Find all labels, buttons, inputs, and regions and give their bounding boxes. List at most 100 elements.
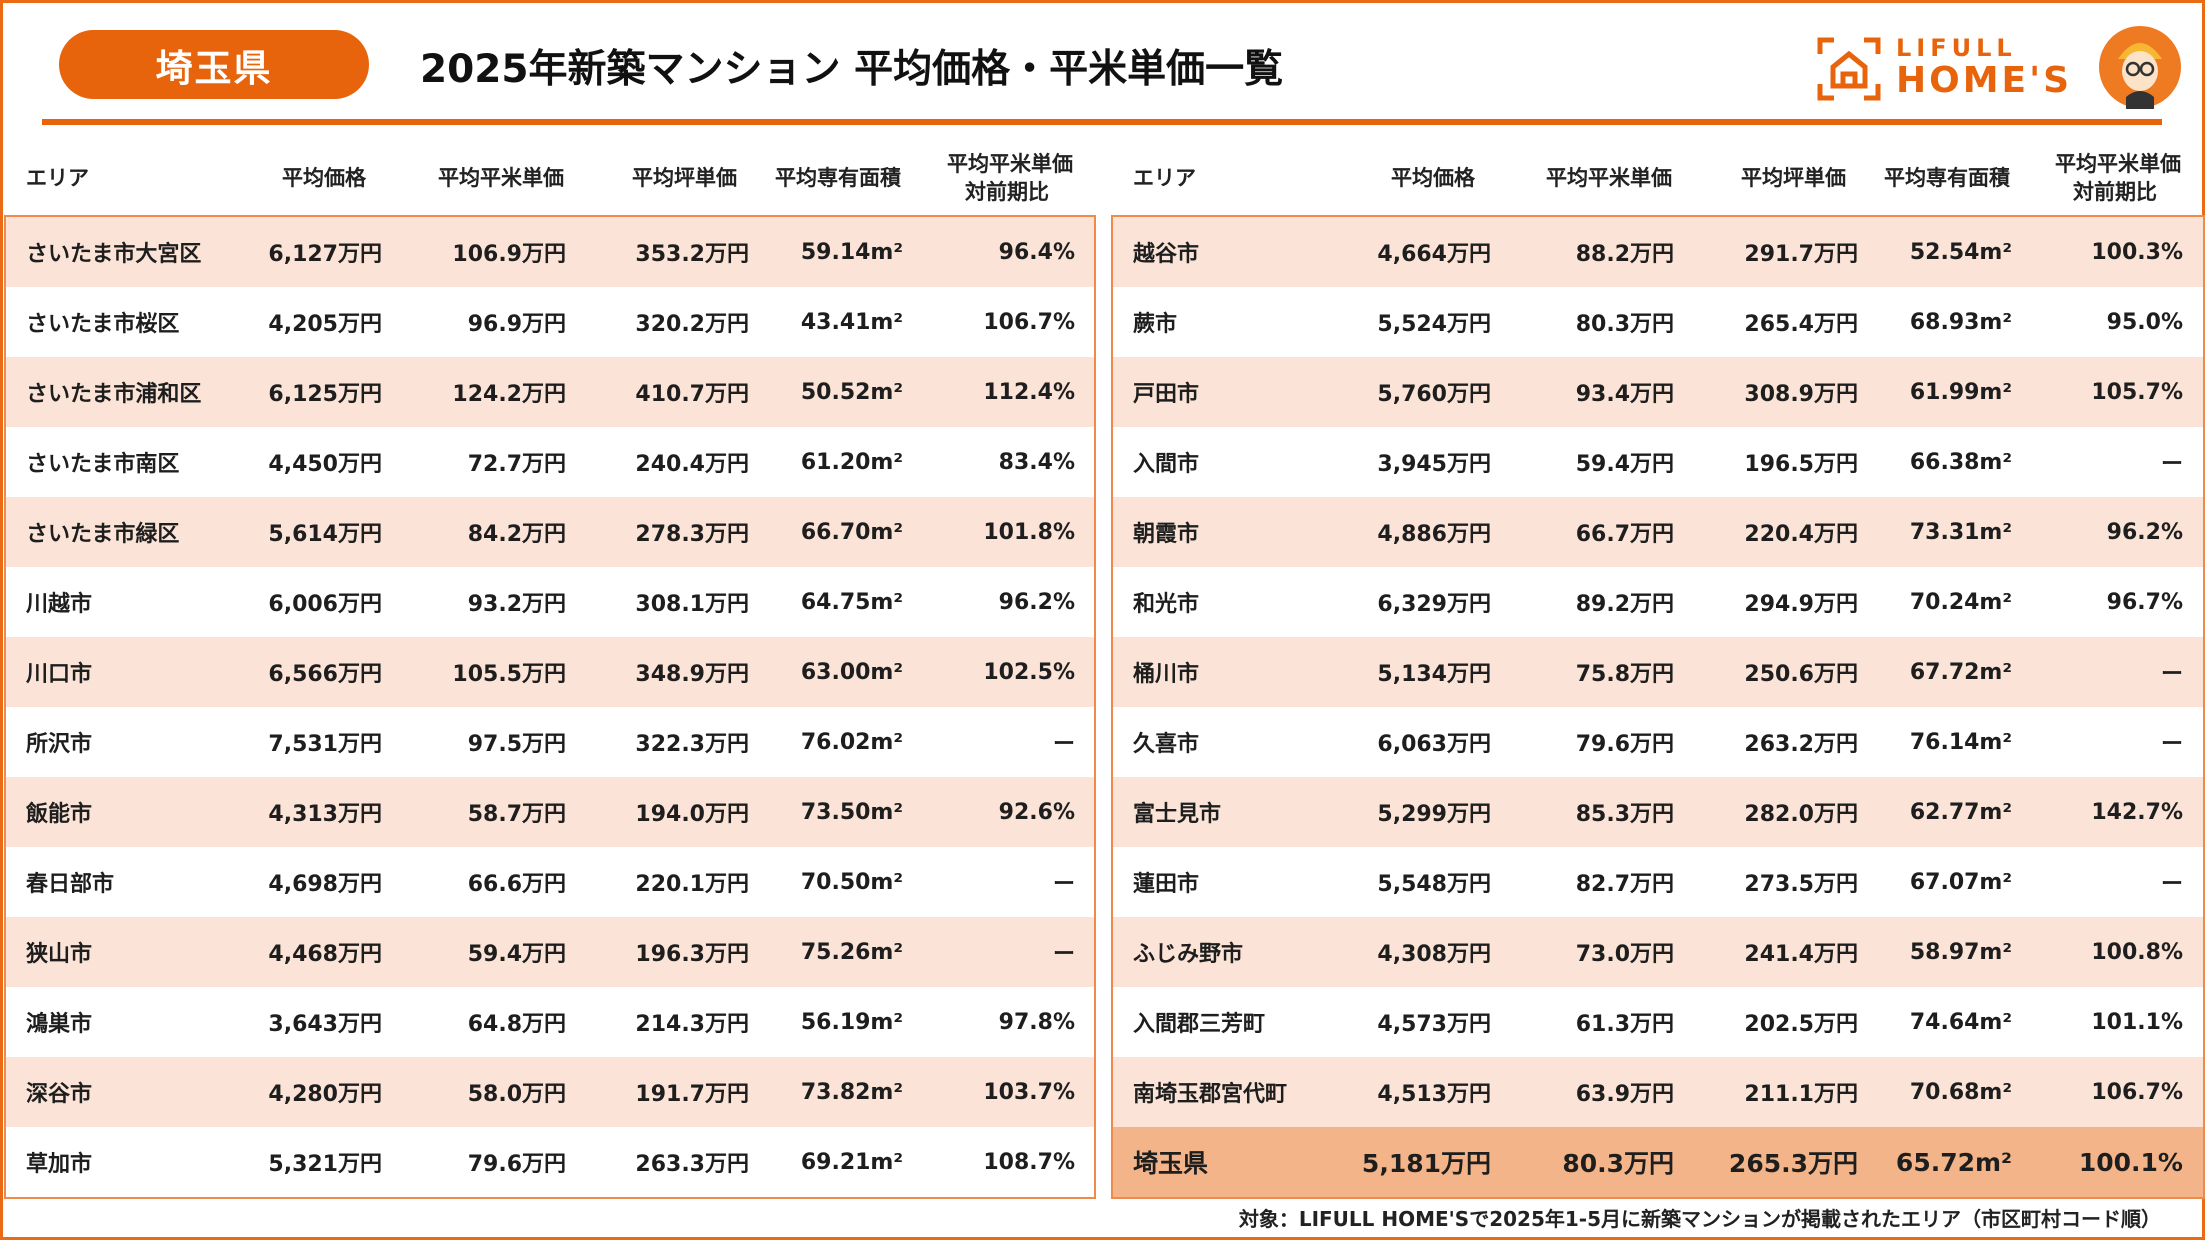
tsubo-price-cell: 265.4万円: [1744, 312, 1858, 337]
table-row: さいたま市南区 4,450万円 72.7万円 240.4万円 61.20m² 83.4%: [6, 427, 1094, 497]
price-cell: 4,205万円: [268, 312, 382, 337]
floor-area-cell: 61.99m²: [1909, 379, 2012, 405]
sqm-price-cell: 64.8万円: [467, 1012, 566, 1037]
table-row: 入間市 3,945万円 59.4万円 196.5万円 66.38m² ー: [1113, 427, 2203, 497]
sqm-price-cell: 61.3万円: [1575, 1012, 1674, 1037]
table-row: 富士見市 5,299万円 85.3万円 282.0万円 62.77m² 142.7%: [1113, 777, 2203, 847]
sqm-price-cell: 58.0万円: [467, 1082, 566, 1107]
price-cell: 5,321万円: [268, 1152, 382, 1177]
tsubo-price-cell: 353.2万円: [635, 242, 749, 267]
sqm-price-cell: 84.2万円: [467, 522, 566, 547]
table-row: さいたま市浦和区 6,125万円 124.2万円 410.7万円 50.52m² 112.…: [6, 357, 1094, 427]
price-cell: 6,063万円: [1377, 732, 1491, 757]
sqm-price-cell: 66.6万円: [467, 872, 566, 897]
col-area: エリア: [1133, 166, 1196, 190]
floor-area-cell: 66.38m²: [1909, 449, 2012, 475]
logo-text-homes: HOME'S: [1896, 60, 2073, 101]
price-cell: 5,614万円: [268, 522, 382, 547]
col-floor-area: 平均専有面積: [775, 166, 901, 190]
sqm-price-cell: 80.3万円: [1575, 312, 1674, 337]
area-cell: 蓮田市: [1133, 872, 1200, 897]
area-cell: 入間郡三芳町: [1133, 1012, 1266, 1037]
tsubo-price-cell: 410.7万円: [635, 382, 749, 407]
price-cell: 5,134万円: [1377, 662, 1491, 687]
sqm-price-cell: 82.7万円: [1575, 872, 1674, 897]
sqm-price-cell: 96.9万円: [467, 312, 566, 337]
price-cell: 4,573万円: [1377, 1012, 1491, 1037]
area-cell: さいたま市緑区: [26, 522, 180, 547]
ratio-cell: 92.6%: [998, 799, 1075, 825]
area-cell: 富士見市: [1133, 802, 1222, 827]
price-cell: 3,945万円: [1377, 452, 1491, 477]
area-cell: 川口市: [26, 662, 93, 687]
ratio-cell: 96.4%: [998, 239, 1075, 265]
tsubo-price-cell: 196.5万円: [1744, 452, 1858, 477]
floor-area-cell: 68.93m²: [1909, 309, 2012, 335]
table-row: 草加市 5,321万円 79.6万円 263.3万円 69.21m² 108.7%: [6, 1127, 1094, 1197]
sqm-price-cell: 75.8万円: [1575, 662, 1674, 687]
right-table-header: エリア 平均価格 平均平米単価 平均坪単価 平均専有面積 平均平米単価 対前期比: [1111, 148, 2201, 208]
floor-area-cell: 67.07m²: [1909, 869, 2012, 895]
tsubo-price-cell: 202.5万円: [1744, 1012, 1858, 1037]
area-cell: 春日部市: [26, 872, 115, 897]
sqm-price-cell: 124.2万円: [452, 382, 566, 407]
table-row: 蓮田市 5,548万円 82.7万円 273.5万円 67.07m² ー: [1113, 847, 2203, 917]
col-price: 平均価格: [1391, 166, 1475, 190]
logo-text-lifull: LIFULL: [1896, 34, 2017, 62]
table-row: 深谷市 4,280万円 58.0万円 191.7万円 73.82m² 103.7%: [6, 1057, 1094, 1127]
price-cell: 5,760万円: [1377, 382, 1491, 407]
sqm-price-cell: 59.4万円: [467, 942, 566, 967]
sqm-price-cell: 97.5万円: [467, 732, 566, 757]
table-row: 南埼玉郡宮代町 4,513万円 63.9万円 211.1万円 70.68m² 106.7%: [1113, 1057, 2203, 1127]
price-cell: 3,643万円: [268, 1012, 382, 1037]
floor-area-cell: 67.72m²: [1909, 659, 2012, 685]
tsubo-price-cell: 265.3万円: [1728, 1149, 1858, 1178]
sqm-price-cell: 63.9万円: [1575, 1082, 1674, 1107]
sqm-price-cell: 79.6万円: [467, 1152, 566, 1177]
table-row: 蕨市 5,524万円 80.3万円 265.4万円 68.93m² 95.0%: [1113, 287, 2203, 357]
lifull-homes-logo: LIFULL HOME'S: [1816, 34, 2076, 104]
sqm-price-cell: 72.7万円: [467, 452, 566, 477]
ratio-cell: 96.2%: [2106, 519, 2183, 545]
floor-area-cell: 76.02m²: [800, 729, 903, 755]
tsubo-price-cell: 240.4万円: [635, 452, 749, 477]
table-row: 和光市 6,329万円 89.2万円 294.9万円 70.24m² 96.7%: [1113, 567, 2203, 637]
col-ratio-line2: 対前期比: [965, 180, 1049, 204]
house-icon: [1817, 37, 1881, 101]
tsubo-price-cell: 273.5万円: [1744, 872, 1858, 897]
tsubo-price-cell: 220.1万円: [635, 872, 749, 897]
table-row: 川越市 6,006万円 93.2万円 308.1万円 64.75m² 96.2%: [6, 567, 1094, 637]
col-floor-area: 平均専有面積: [1884, 166, 2010, 190]
table-row: 越谷市 4,664万円 88.2万円 291.7万円 52.54m² 100.3%: [1113, 217, 2203, 287]
area-cell: さいたま市浦和区: [26, 382, 202, 407]
area-cell: 入間市: [1133, 452, 1200, 477]
tsubo-price-cell: 278.3万円: [635, 522, 749, 547]
tsubo-price-cell: 214.3万円: [635, 1012, 749, 1037]
tsubo-price-cell: 241.4万円: [1744, 942, 1858, 967]
table-row: 飯能市 4,313万円 58.7万円 194.0万円 73.50m² 92.6%: [6, 777, 1094, 847]
ratio-cell: 95.0%: [2106, 309, 2183, 335]
price-cell: 4,698万円: [268, 872, 382, 897]
table-row: 朝霞市 4,886万円 66.7万円 220.4万円 73.31m² 96.2%: [1113, 497, 2203, 567]
area-cell: 鴻巣市: [26, 1012, 93, 1037]
price-cell: 4,468万円: [268, 942, 382, 967]
tsubo-price-cell: 211.1万円: [1744, 1082, 1858, 1107]
price-cell: 6,006万円: [268, 592, 382, 617]
price-cell: 4,450万円: [268, 452, 382, 477]
col-area-area-price: エリア 平均価格: [1111, 164, 1489, 192]
ratio-cell: 106.7%: [983, 309, 1075, 335]
col-ratio-line1: 平均平米単価: [947, 152, 1073, 176]
tsubo-price-cell: 308.9万円: [1744, 382, 1858, 407]
area-cell: 深谷市: [26, 1082, 93, 1107]
area-cell: 久喜市: [1133, 732, 1200, 757]
tsubo-price-cell: 294.9万円: [1744, 592, 1858, 617]
area-cell: さいたま市桜区: [26, 312, 180, 337]
ratio-cell: 100.3%: [2091, 239, 2183, 265]
tsubo-price-cell: 320.2万円: [635, 312, 749, 337]
floor-area-cell: 58.97m²: [1909, 939, 2012, 965]
ratio-cell: 102.5%: [983, 659, 1075, 685]
price-cell: 6,125万円: [268, 382, 382, 407]
ratio-cell: 105.7%: [2091, 379, 2183, 405]
table-row: 狭山市 4,468万円 59.4万円 196.3万円 75.26m² ー: [6, 917, 1094, 987]
table-row: 鴻巣市 3,643万円 64.8万円 214.3万円 56.19m² 97.8%: [6, 987, 1094, 1057]
